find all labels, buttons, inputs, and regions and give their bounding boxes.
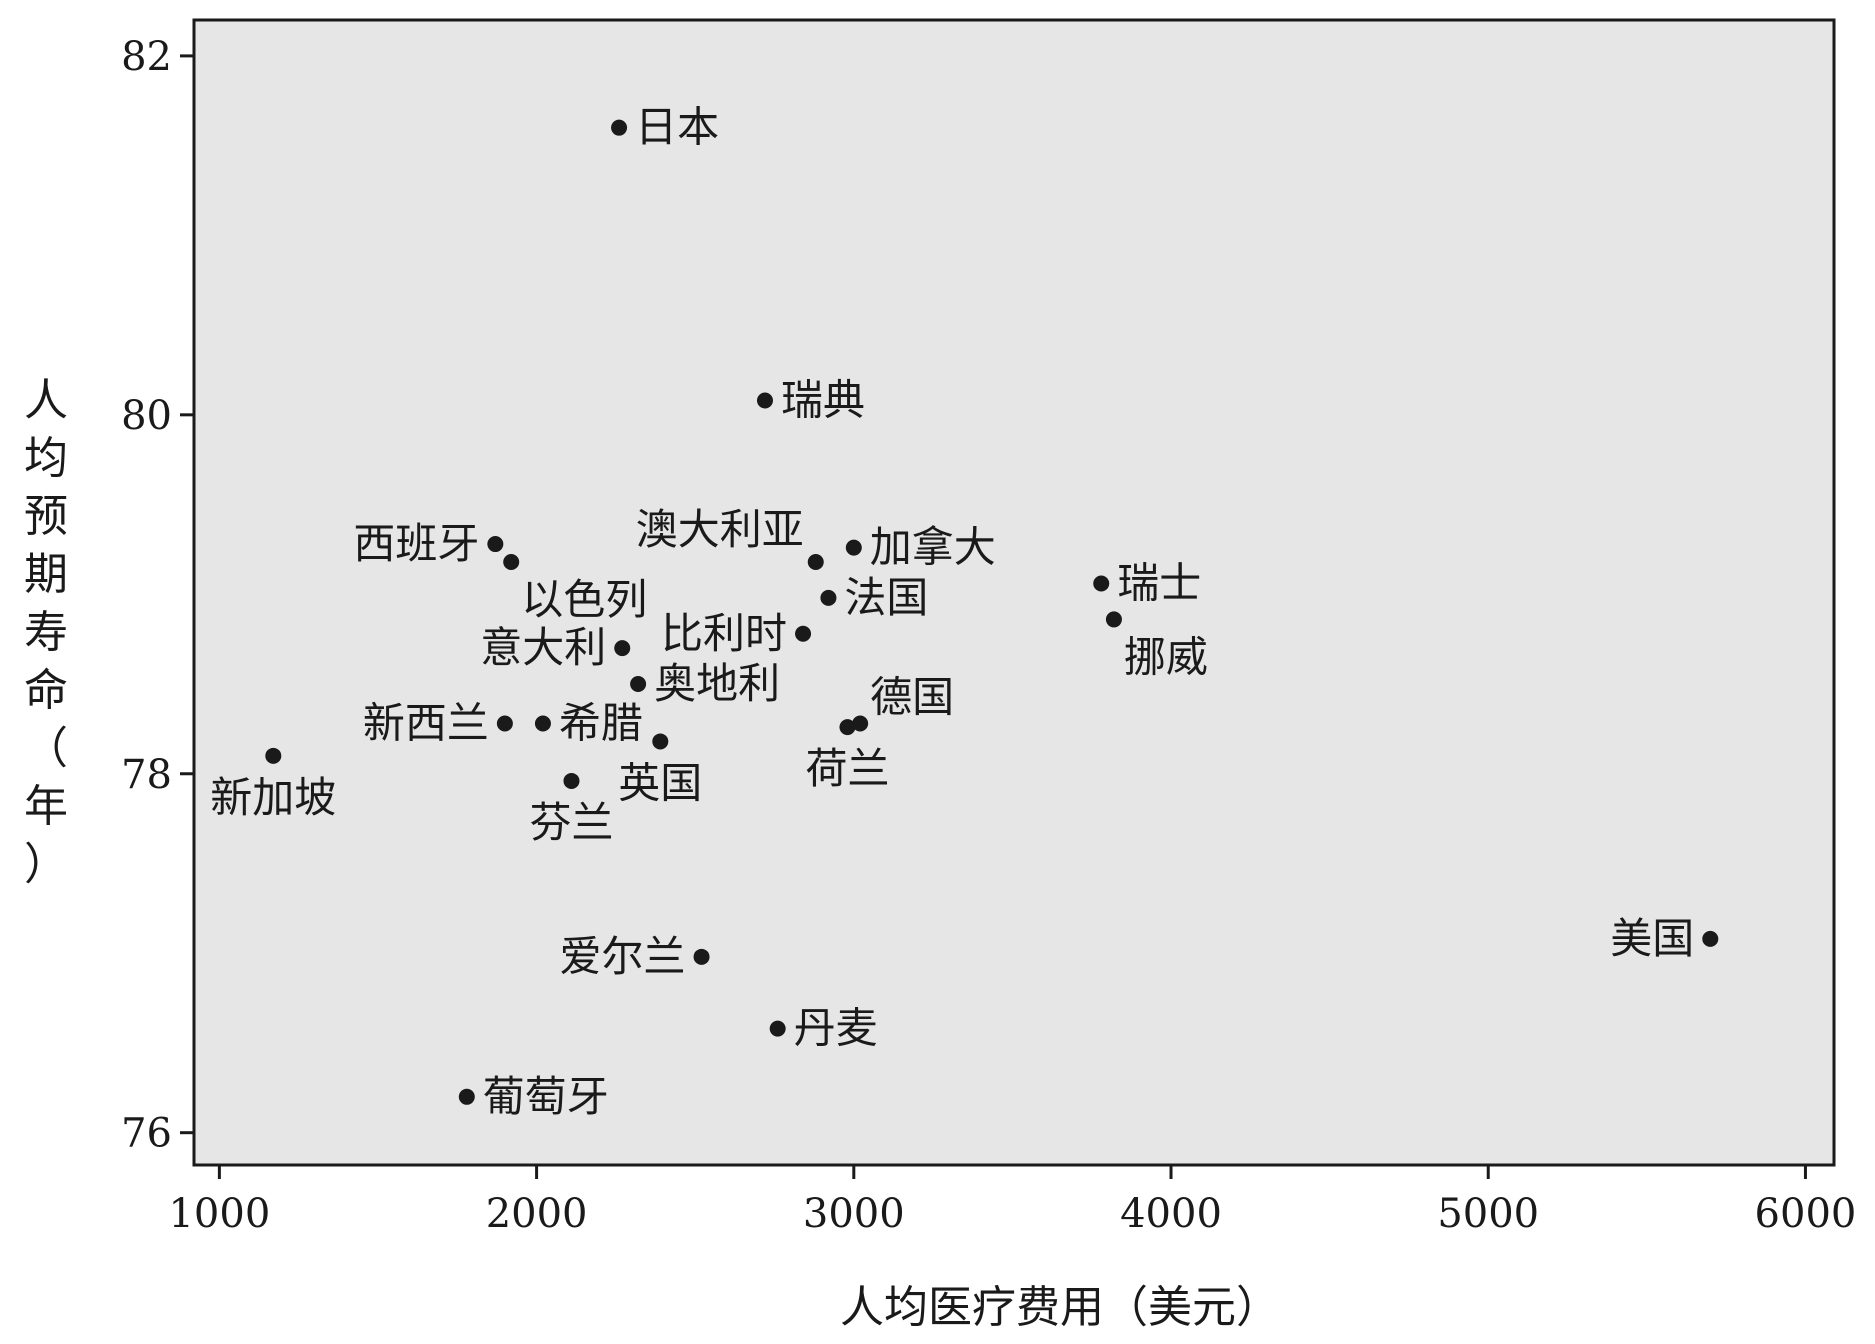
point-label: 葡萄牙 [483,1072,609,1121]
x-tick-label: 4000 [1120,1191,1222,1237]
point-label: 新加坡 [210,773,336,822]
point-label: 法国 [844,573,928,622]
point-label: 芬兰 [529,798,613,847]
data-point [630,676,647,693]
data-point [845,539,862,556]
data-point [503,553,520,570]
point-label: 挪威 [1124,632,1208,681]
data-point [852,715,869,732]
data-point [1093,575,1110,592]
x-tick-label: 2000 [486,1191,588,1237]
point-label: 奥地利 [654,659,780,708]
data-point [265,747,282,764]
y-tick-label: 78 [121,752,172,798]
data-point [487,536,504,553]
data-point [756,392,773,409]
point-label: 新西兰 [363,699,489,748]
point-label: 瑞典 [781,375,865,424]
data-point [820,589,837,606]
point-label: 英国 [618,758,702,807]
point-label: 澳大利亚 [636,505,804,554]
data-point [458,1088,475,1105]
x-tick-label: 3000 [803,1191,905,1237]
data-point [693,948,710,965]
point-label: 比利时 [661,609,787,658]
point-label: 爱尔兰 [560,932,686,981]
y-tick-label: 76 [121,1111,172,1157]
y-axis-label: 人均预期寿命（年） [24,375,68,890]
data-point [1105,611,1122,628]
data-point [795,625,812,642]
x-tick-label: 1000 [168,1191,270,1237]
point-label: 西班牙 [353,519,479,568]
data-point [563,772,580,789]
point-label: 希腊 [559,699,643,748]
data-point [769,1020,786,1037]
point-label: 加拿大 [870,523,996,572]
point-label: 意大利 [480,623,606,672]
plot-area [192,18,1836,1167]
point-label: 美国 [1610,914,1694,963]
data-point [611,119,628,136]
data-point [614,640,631,657]
x-axis: 1000 2000 3000 4000 5000 6000 [168,1165,1856,1237]
data-point [534,715,551,732]
x-axis-label: 人均医疗费用（美元） [840,1282,1280,1333]
point-label: 日本 [635,103,719,152]
y-axis: 76 78 80 82 [121,34,194,1157]
y-tick-label: 82 [121,34,172,80]
point-label: 瑞士 [1117,559,1201,608]
x-tick-label: 6000 [1755,1191,1857,1237]
x-tick-label: 5000 [1437,1191,1539,1237]
point-label: 荷兰 [805,744,889,793]
data-point [1702,930,1719,947]
data-point [807,553,824,570]
data-point [496,715,513,732]
data-point [652,733,669,750]
point-label: 丹麦 [794,1004,878,1053]
data-point [839,719,856,736]
y-tick-label: 80 [121,393,172,439]
point-label: 以色列 [521,575,647,624]
point-label: 德国 [870,673,954,722]
